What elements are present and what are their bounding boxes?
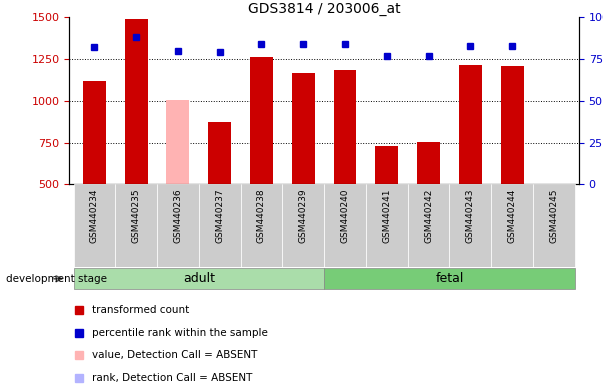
- Text: GSM440245: GSM440245: [549, 189, 558, 243]
- Text: GSM440242: GSM440242: [424, 189, 433, 243]
- FancyBboxPatch shape: [324, 184, 366, 267]
- Bar: [125, 19, 148, 184]
- Text: adult: adult: [183, 272, 215, 285]
- FancyBboxPatch shape: [74, 184, 115, 267]
- Text: GSM440244: GSM440244: [508, 189, 517, 243]
- Text: GSM440241: GSM440241: [382, 189, 391, 243]
- Text: percentile rank within the sample: percentile rank within the sample: [92, 328, 268, 338]
- Text: transformed count: transformed count: [92, 305, 189, 315]
- Title: GDS3814 / 203006_at: GDS3814 / 203006_at: [248, 2, 400, 16]
- FancyBboxPatch shape: [366, 184, 408, 267]
- FancyBboxPatch shape: [449, 184, 491, 267]
- FancyBboxPatch shape: [199, 184, 241, 267]
- Bar: [83, 81, 106, 184]
- FancyBboxPatch shape: [533, 184, 575, 267]
- Text: GSM440240: GSM440240: [341, 189, 350, 243]
- Text: development stage: development stage: [6, 274, 107, 284]
- Text: GSM440238: GSM440238: [257, 189, 266, 243]
- FancyBboxPatch shape: [491, 184, 533, 267]
- FancyBboxPatch shape: [157, 184, 199, 267]
- FancyBboxPatch shape: [74, 268, 324, 290]
- Text: GSM440234: GSM440234: [90, 189, 99, 243]
- Bar: [417, 142, 440, 184]
- Text: fetal: fetal: [435, 272, 464, 285]
- FancyBboxPatch shape: [241, 184, 282, 267]
- Bar: [459, 65, 482, 184]
- Bar: [500, 66, 523, 184]
- FancyBboxPatch shape: [115, 184, 157, 267]
- FancyBboxPatch shape: [324, 268, 575, 290]
- Bar: [333, 70, 356, 184]
- Text: GSM440237: GSM440237: [215, 189, 224, 243]
- Text: value, Detection Call = ABSENT: value, Detection Call = ABSENT: [92, 350, 257, 360]
- Bar: [208, 122, 231, 184]
- Text: GSM440239: GSM440239: [298, 189, 308, 243]
- Bar: [375, 146, 398, 184]
- Bar: [292, 73, 315, 184]
- Text: GSM440235: GSM440235: [131, 189, 140, 243]
- FancyBboxPatch shape: [408, 184, 449, 267]
- Text: rank, Detection Call = ABSENT: rank, Detection Call = ABSENT: [92, 373, 253, 383]
- Text: GSM440236: GSM440236: [174, 189, 183, 243]
- Bar: [166, 100, 189, 184]
- FancyBboxPatch shape: [282, 184, 324, 267]
- Bar: [250, 57, 273, 184]
- Text: GSM440243: GSM440243: [466, 189, 475, 243]
